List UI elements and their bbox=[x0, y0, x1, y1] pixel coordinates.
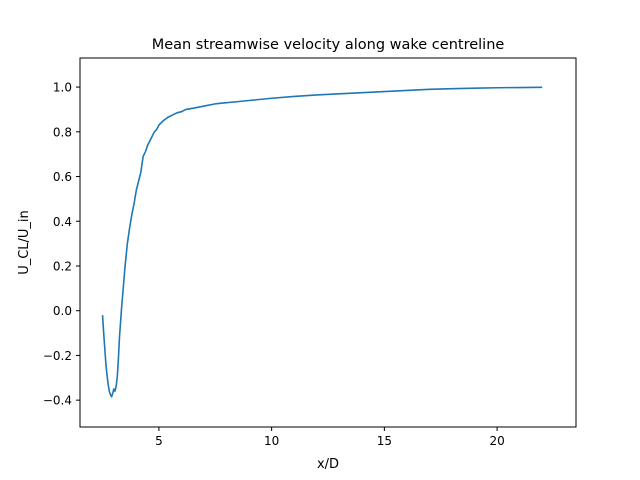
axes-frame bbox=[79, 57, 577, 428]
x-axis: 5 10 15 20 bbox=[155, 427, 505, 448]
x-tick-label: 20 bbox=[489, 434, 504, 448]
y-tick-label: 0.4 bbox=[53, 215, 72, 229]
x-tick-label: 15 bbox=[377, 434, 392, 448]
y-axis-label: U_CL/U_in bbox=[17, 210, 32, 275]
series-line-0 bbox=[101, 86, 543, 398]
y-tick-label: 0.6 bbox=[53, 170, 72, 184]
y-tick-label: −0.4 bbox=[43, 394, 72, 408]
y-tick-label: 1.0 bbox=[53, 81, 72, 95]
plot-area bbox=[101, 86, 543, 398]
chart-title: Mean streamwise velocity along wake cent… bbox=[152, 37, 505, 53]
y-tick-label: 0.8 bbox=[53, 125, 72, 139]
y-axis: −0.4 −0.2 0.0 0.2 0.4 0.6 0.8 1.0 bbox=[43, 81, 80, 408]
y-tick-label: 0.2 bbox=[53, 259, 72, 273]
y-tick-label: 0.0 bbox=[53, 304, 72, 318]
x-tick-label: 10 bbox=[264, 434, 279, 448]
x-tick-label: 5 bbox=[155, 434, 163, 448]
y-tick-label: −0.2 bbox=[43, 349, 72, 363]
x-axis-label: x/D bbox=[317, 457, 339, 472]
